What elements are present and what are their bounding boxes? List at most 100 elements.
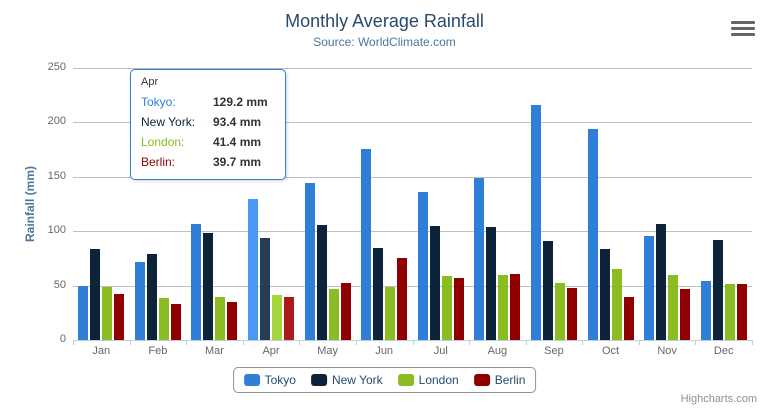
bar-new-york-apr[interactable]: [260, 238, 271, 340]
x-label-may: May: [317, 345, 338, 357]
legend-label: Berlin: [494, 373, 526, 387]
bar-london-jul[interactable]: [441, 276, 452, 340]
bar-berlin-apr[interactable]: [284, 297, 295, 340]
x-label-oct: Oct: [601, 345, 620, 357]
legend-swatch-icon: [473, 374, 490, 386]
x-label-mar: Mar: [204, 345, 224, 357]
bar-tokyo-jan[interactable]: [78, 286, 89, 340]
bar-tokyo-jun[interactable]: [361, 149, 372, 340]
tooltip-row: Tokyo: 129.2 mm: [141, 92, 275, 112]
tooltip-series-label: New York:: [141, 115, 196, 129]
x-tick: [525, 340, 527, 345]
bar-tokyo-dec[interactable]: [700, 281, 711, 340]
legend-label: Tokyo: [264, 373, 296, 387]
legend-label: New York: [331, 373, 383, 387]
hamburger-menu-icon[interactable]: [731, 21, 755, 36]
bar-london-feb[interactable]: [158, 298, 169, 340]
bar-berlin-mar[interactable]: [227, 302, 238, 340]
hamburger-bar: [731, 33, 755, 36]
bar-london-oct[interactable]: [611, 269, 622, 340]
x-tick: [355, 340, 357, 345]
tooltip-series-value: 41.4 mm: [213, 135, 262, 149]
x-tick: [469, 340, 471, 345]
bar-new-york-aug[interactable]: [486, 227, 497, 340]
bar-tokyo-sep[interactable]: [530, 105, 541, 340]
y-label-150: 150: [47, 169, 66, 182]
bar-london-jan[interactable]: [102, 287, 113, 340]
bar-london-mar[interactable]: [215, 297, 226, 340]
legend-item-new-york[interactable]: New York: [310, 373, 383, 387]
bar-london-nov[interactable]: [668, 275, 679, 340]
bar-tokyo-feb[interactable]: [134, 262, 145, 340]
bar-new-york-oct[interactable]: [599, 249, 610, 340]
bar-new-york-jun[interactable]: [373, 248, 384, 340]
bar-london-dec[interactable]: [724, 284, 735, 340]
legend-label: London: [418, 373, 459, 387]
bar-berlin-aug[interactable]: [510, 274, 521, 340]
bar-berlin-sep[interactable]: [566, 288, 577, 340]
bar-tokyo-aug[interactable]: [474, 178, 485, 340]
bar-berlin-feb[interactable]: [170, 304, 181, 340]
bar-tokyo-oct[interactable]: [587, 129, 598, 340]
tooltip-row: New York: 93.4 mm: [141, 112, 275, 132]
bar-new-york-dec[interactable]: [712, 240, 723, 340]
bar-new-york-sep[interactable]: [542, 241, 553, 340]
bar-london-jun[interactable]: [385, 287, 396, 340]
bar-tokyo-mar[interactable]: [191, 224, 202, 340]
bar-group-nov: [639, 68, 696, 340]
x-tick: [299, 340, 301, 345]
bar-berlin-dec[interactable]: [736, 284, 747, 340]
x-label-aug: Aug: [487, 345, 508, 357]
x-tick: [638, 340, 640, 345]
tooltip-rows: Tokyo: 129.2 mm New York: 93.4 mm London: 41.…: [141, 92, 275, 172]
bar-berlin-may[interactable]: [340, 283, 351, 340]
bar-new-york-mar[interactable]: [203, 233, 214, 340]
bar-new-york-jul[interactable]: [429, 226, 440, 340]
x-tick: [752, 340, 753, 345]
legend: Tokyo New York London Berlin: [232, 367, 537, 393]
credits-link[interactable]: Highcharts.com: [680, 393, 757, 405]
x-tick: [73, 340, 74, 345]
bar-berlin-jul[interactable]: [453, 278, 464, 340]
bar-new-york-feb[interactable]: [146, 254, 157, 340]
bar-new-york-jan[interactable]: [90, 249, 101, 340]
legend-swatch-icon: [397, 374, 414, 386]
bar-tokyo-jul[interactable]: [417, 192, 428, 340]
legend-item-berlin[interactable]: Berlin: [473, 373, 526, 387]
bar-berlin-jun[interactable]: [397, 258, 408, 340]
bar-new-york-may[interactable]: [316, 225, 327, 340]
bar-berlin-oct[interactable]: [623, 297, 634, 340]
legend-swatch-icon: [243, 374, 260, 386]
legend-item-tokyo[interactable]: Tokyo: [243, 373, 296, 387]
bar-london-sep[interactable]: [554, 283, 565, 340]
gridline: [73, 285, 752, 287]
bar-group-feb: [130, 68, 187, 340]
x-label-feb: Feb: [148, 345, 168, 357]
x-label-jun: Jun: [375, 345, 394, 357]
hamburger-bar: [731, 21, 755, 24]
tooltip-series-label: Berlin:: [141, 155, 176, 169]
y-label-200: 200: [47, 115, 66, 128]
tooltip-row: London: 41.4 mm: [141, 132, 275, 152]
bar-tokyo-nov[interactable]: [644, 236, 655, 340]
bar-tokyo-apr[interactable]: [248, 199, 259, 340]
bar-berlin-nov[interactable]: [680, 289, 691, 340]
tooltip-header: Apr: [141, 76, 159, 88]
bar-berlin-jan[interactable]: [114, 294, 125, 340]
x-label-sep: Sep: [544, 345, 564, 357]
bar-london-aug[interactable]: [498, 275, 509, 340]
y-label-100: 100: [47, 224, 66, 237]
x-tick: [695, 340, 697, 345]
bar-tokyo-may[interactable]: [304, 183, 315, 340]
legend-item-london[interactable]: London: [397, 373, 459, 387]
tooltip-series-label: Tokyo:: [141, 95, 176, 109]
x-tick: [186, 340, 188, 345]
x-tick: [582, 340, 584, 345]
x-tick: [412, 340, 414, 345]
bar-group-jun: [356, 68, 413, 340]
bar-group-aug: [469, 68, 526, 340]
bar-london-apr[interactable]: [272, 295, 283, 340]
gridline: [73, 68, 752, 69]
bar-london-may[interactable]: [328, 289, 339, 340]
bar-new-york-nov[interactable]: [656, 224, 667, 340]
